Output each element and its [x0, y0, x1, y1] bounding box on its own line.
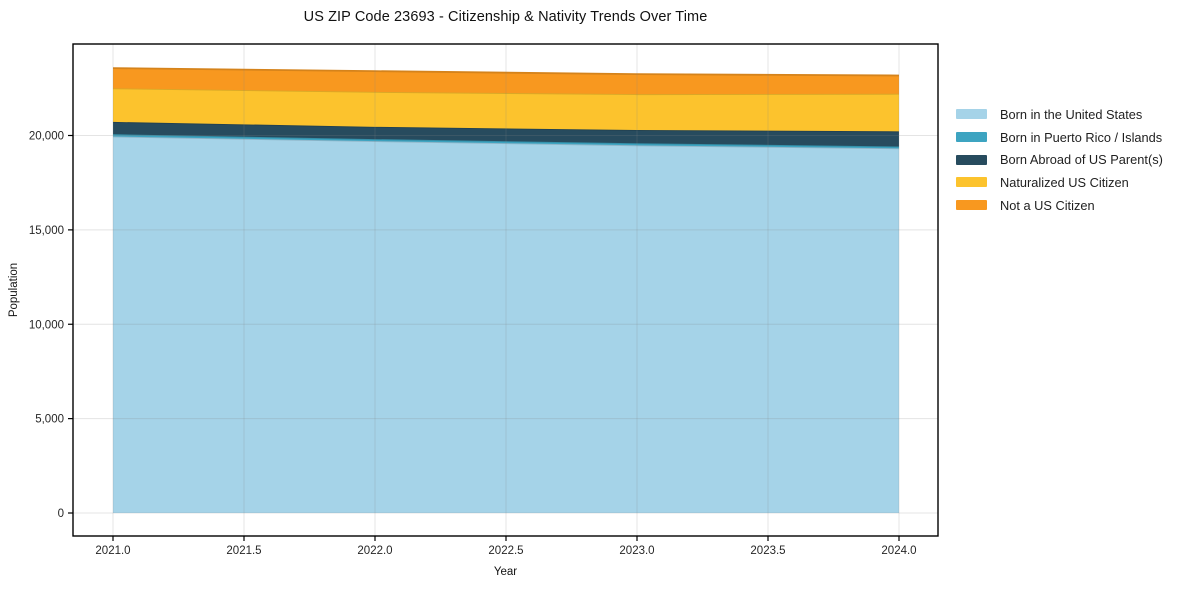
legend-swatch-icon [956, 154, 987, 165]
y-axis-label: Population [8, 263, 20, 317]
y-tick-label: 20,000 [29, 131, 64, 143]
legend-label: Not a US Citizen [1000, 197, 1095, 213]
x-tick-label: 2024.0 [881, 545, 916, 557]
legend-label: Born in Puerto Rico / Islands [1000, 129, 1163, 145]
x-tick-label: 2023.0 [619, 545, 654, 557]
x-tick-label: 2021.5 [226, 545, 261, 557]
area-series-3 [113, 88, 899, 132]
y-tick-label: 5,000 [35, 414, 64, 426]
legend-swatch-icon [956, 200, 987, 211]
legend: Born in the United States Born in Puerto … [956, 103, 1163, 216]
chart-title: US ZIP Code 23693 - Citizenship & Nativi… [303, 9, 708, 25]
axis-ticks [68, 134, 900, 541]
y-tick-label: 10,000 [29, 319, 64, 331]
legend-label: Born in the United States [1000, 106, 1143, 122]
legend-swatch-icon [956, 109, 987, 120]
x-tick-label: 2023.5 [750, 545, 785, 557]
legend-item-2[interactable]: Born Abroad of US Parent(s) [956, 148, 1163, 171]
legend-label: Born Abroad of US Parent(s) [1000, 152, 1163, 168]
legend-item-0[interactable]: Born in the United States [956, 103, 1163, 126]
legend-item-1[interactable]: Born in Puerto Rico / Islands [956, 126, 1163, 149]
legend-swatch-icon [956, 177, 987, 188]
area-series-2 [113, 121, 899, 147]
x-tick-label: 2021.0 [95, 545, 130, 557]
gridlines [73, 44, 938, 536]
x-axis-label: Year [494, 566, 517, 578]
axis-tick-labels: 2021.0 2021.5 2022.0 2022.5 2023.0 2023.5 2024… [29, 131, 917, 558]
legend-item-4[interactable]: Not a US Citizen [956, 194, 1163, 217]
legend-label: Naturalized US Citizen [1000, 174, 1129, 190]
area-edge-4 [112, 67, 900, 77]
legend-swatch-icon [956, 132, 987, 143]
x-tick-label: 2022.0 [357, 545, 392, 557]
y-tick-label: 15,000 [29, 225, 64, 237]
area-series-0 [113, 136, 899, 513]
y-tick-label: 0 [58, 508, 64, 520]
legend-item-3[interactable]: Naturalized US Citizen [956, 171, 1163, 194]
x-tick-label: 2022.5 [488, 545, 523, 557]
